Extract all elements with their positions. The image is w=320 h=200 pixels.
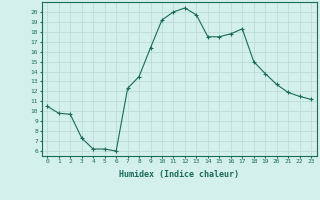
X-axis label: Humidex (Indice chaleur): Humidex (Indice chaleur) bbox=[119, 170, 239, 179]
